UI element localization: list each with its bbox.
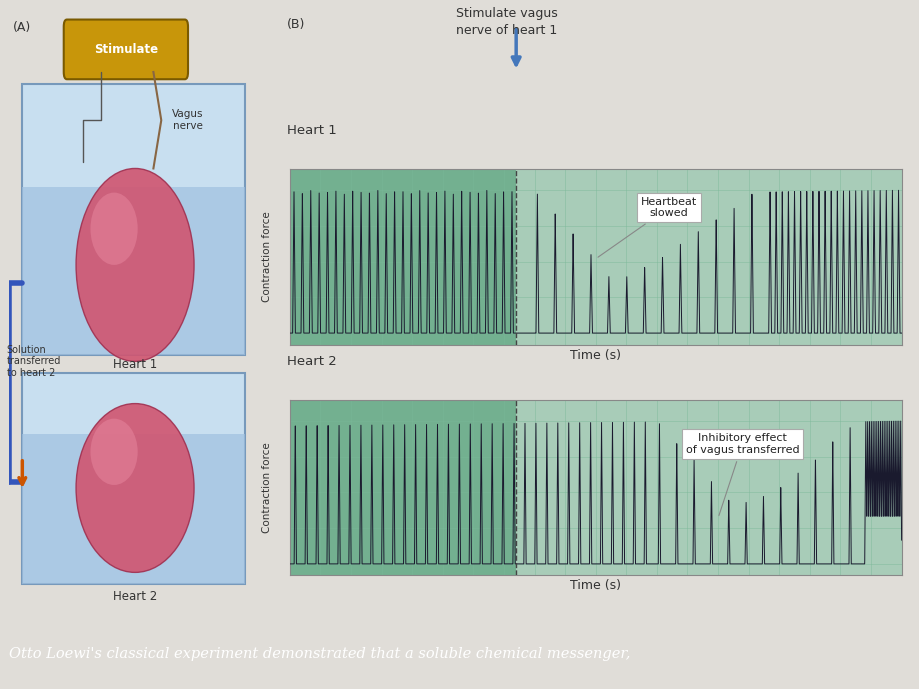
Text: Inhibitory effect
of vagus transferred: Inhibitory effect of vagus transferred	[685, 433, 799, 515]
Bar	[289, 400, 516, 575]
Text: Heart 2: Heart 2	[113, 590, 157, 603]
Bar	[516, 169, 901, 344]
FancyBboxPatch shape	[63, 19, 187, 79]
Text: Otto Loewi's classical experiment demonstrated that a soluble chemical messenger: Otto Loewi's classical experiment demons…	[9, 647, 630, 661]
Bar	[22, 373, 245, 584]
Bar	[289, 169, 516, 344]
Bar	[22, 434, 245, 584]
Text: Heart 1: Heart 1	[113, 358, 157, 371]
Text: Stimulate: Stimulate	[94, 43, 158, 56]
Text: Contraction force: Contraction force	[261, 442, 271, 533]
Bar	[22, 84, 245, 356]
Ellipse shape	[90, 419, 138, 485]
Text: Contraction force: Contraction force	[261, 212, 271, 302]
Text: Heart 2: Heart 2	[287, 355, 336, 368]
Text: Vagus
nerve: Vagus nerve	[172, 110, 203, 131]
Ellipse shape	[76, 404, 194, 573]
X-axis label: Time (s): Time (s)	[570, 349, 620, 362]
Text: Solution
transferred
to heart 2: Solution transferred to heart 2	[6, 344, 61, 378]
Text: Heart 1: Heart 1	[287, 124, 336, 137]
X-axis label: Time (s): Time (s)	[570, 579, 620, 593]
Bar	[516, 400, 901, 575]
Text: Stimulate vagus: Stimulate vagus	[456, 7, 557, 20]
Ellipse shape	[76, 168, 194, 361]
Text: nerve of heart 1: nerve of heart 1	[456, 24, 557, 37]
Bar	[22, 187, 245, 356]
Text: (B): (B)	[287, 18, 305, 31]
Text: Heartbeat
slowed: Heartbeat slowed	[597, 196, 697, 257]
Ellipse shape	[90, 192, 138, 265]
Text: (A): (A)	[13, 21, 31, 34]
